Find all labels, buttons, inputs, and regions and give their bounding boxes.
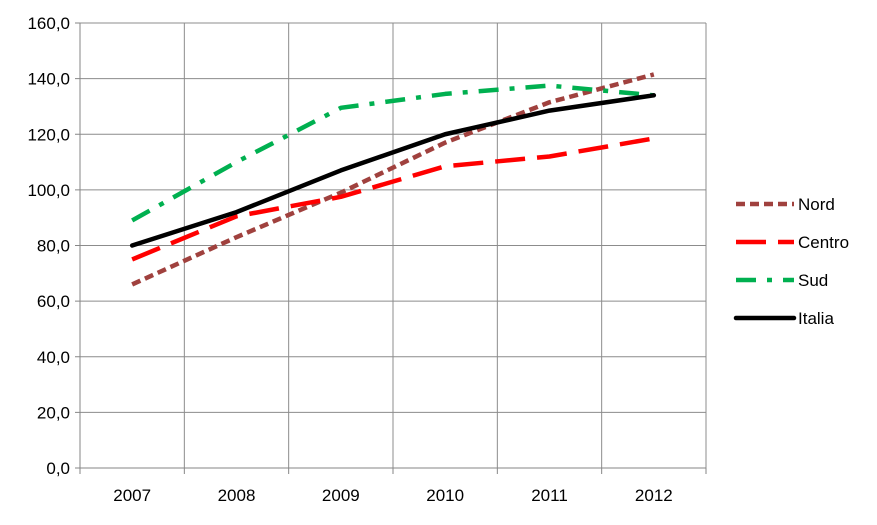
y-tick-label: 100,0 — [27, 181, 70, 200]
legend-label-nord: Nord — [798, 195, 835, 214]
x-tick-label: 2012 — [635, 486, 673, 505]
y-tick-label: 20,0 — [37, 403, 70, 422]
x-tick-label: 2009 — [322, 486, 360, 505]
series-lines — [129, 72, 657, 287]
x-tick-label: 2011 — [531, 486, 568, 505]
grid — [79, 22, 707, 469]
series-line-nord — [131, 72, 655, 287]
x-tick-label: 2007 — [113, 486, 151, 505]
y-tick-label: 40,0 — [37, 348, 70, 367]
y-tick-label: 80,0 — [37, 237, 70, 256]
legend-label-sud: Sud — [798, 271, 828, 290]
legend-label-centro: Centro — [798, 233, 849, 252]
series-line-italia — [129, 93, 657, 248]
series-line-sud — [131, 83, 655, 223]
legend: Nord Centro Sud Italia — [733, 195, 849, 328]
legend-label-italia: Italia — [798, 309, 834, 328]
y-tick-label: 0,0 — [46, 459, 70, 478]
series-line-centro — [131, 136, 655, 262]
axes: 0,0 20,0 40,0 60,0 80,0 100,0 120,0 140,0 160,0 2… — [27, 14, 707, 505]
x-tick-label: 2010 — [426, 486, 464, 505]
y-tick-label: 140,0 — [27, 70, 70, 89]
y-tick-label: 60,0 — [37, 292, 70, 311]
y-tick-label: 160,0 — [27, 14, 70, 33]
x-tick-label: 2008 — [218, 486, 256, 505]
y-tick-label: 120,0 — [27, 125, 70, 144]
